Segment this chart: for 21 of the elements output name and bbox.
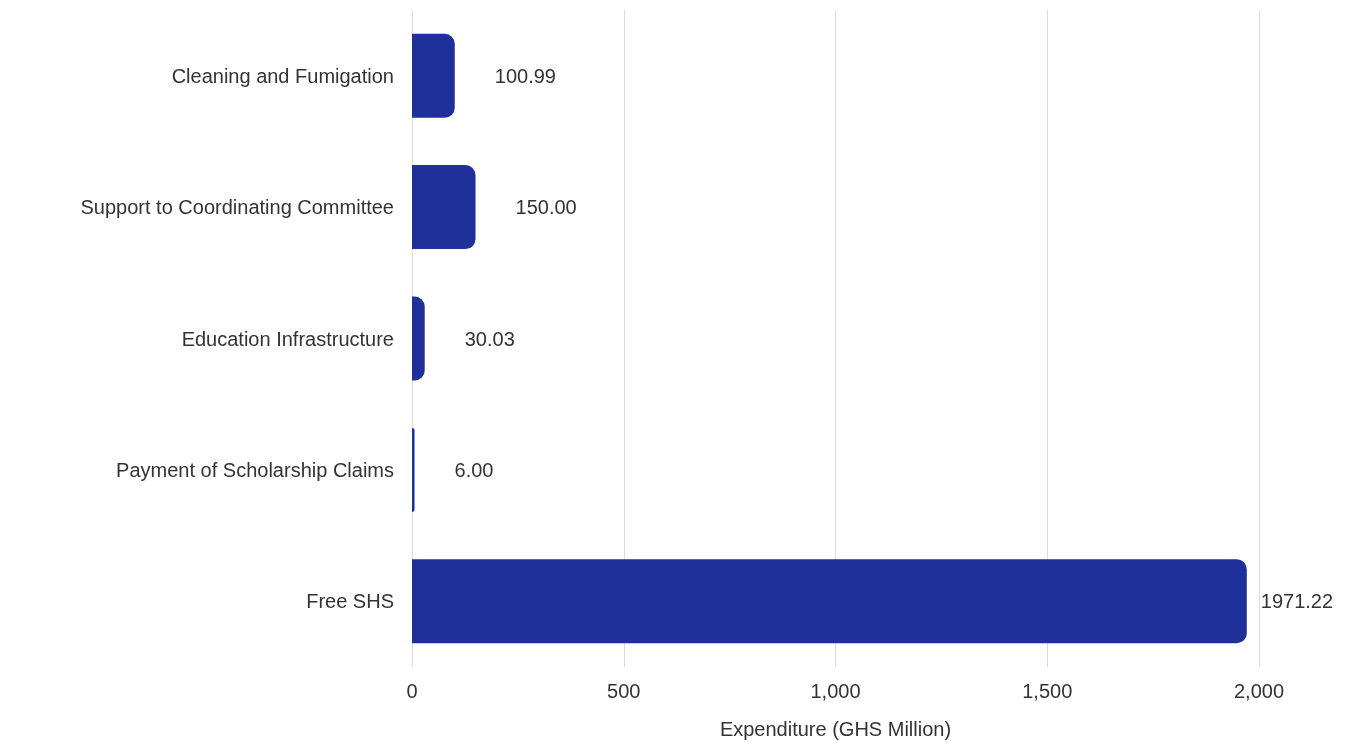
bar <box>412 165 476 250</box>
y-tick-label: Cleaning and Fumigation <box>171 64 394 87</box>
x-tick-label: 0 <box>406 680 418 702</box>
x-axis-title: Expenditure (GHS Million) <box>719 718 952 740</box>
data-label: 30.03 <box>464 327 515 350</box>
data-label: 150.00 <box>515 196 577 219</box>
y-tick-label: Education Infrastructure <box>181 327 394 350</box>
bar <box>412 33 455 118</box>
bar <box>412 559 1247 644</box>
bar <box>412 296 425 381</box>
data-label: 1971.22 <box>1260 590 1334 613</box>
data-label: 100.99 <box>494 64 556 87</box>
bar <box>412 427 415 512</box>
x-tick-label: 2,000 <box>1233 680 1285 702</box>
y-tick-label: Support to Coordinating Committee <box>80 196 394 219</box>
y-tick-label: Payment of Scholarship Claims <box>116 458 394 481</box>
x-tick-label: 1,500 <box>1022 680 1073 702</box>
x-tick-label: 500 <box>607 680 641 702</box>
data-label: 6.00 <box>454 458 494 481</box>
x-tick-label: 1,000 <box>810 680 861 702</box>
y-tick-label: Free SHS <box>306 590 394 613</box>
